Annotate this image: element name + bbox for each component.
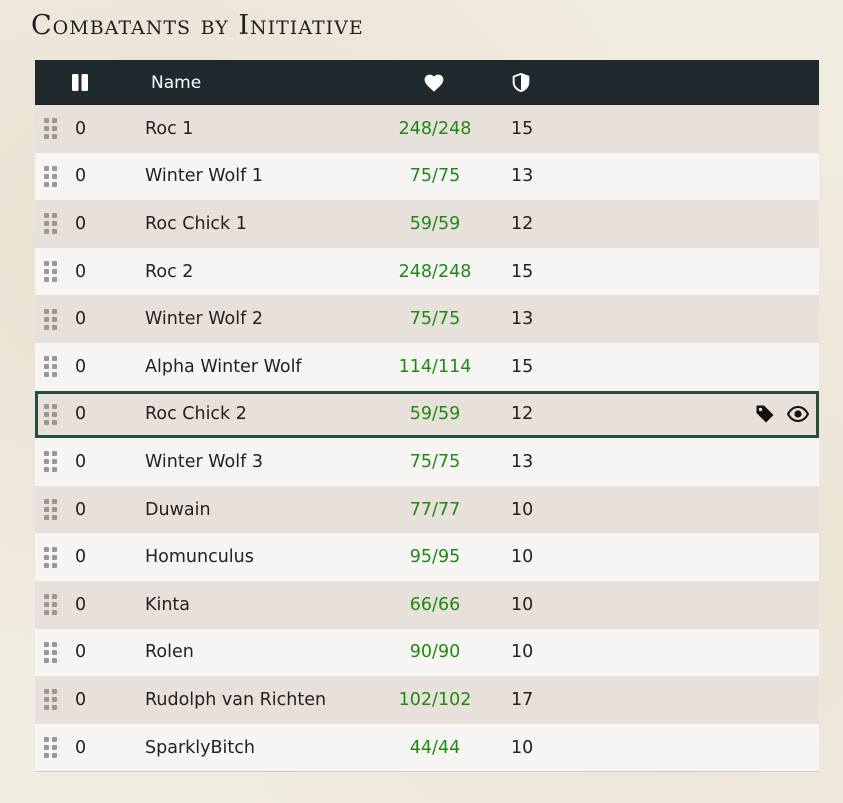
table-row[interactable]: 0 Rolen 90/90 10 (35, 628, 819, 677)
armor-class: 15 (511, 118, 534, 139)
initiative-value[interactable]: 0 (75, 404, 87, 425)
pause-icon[interactable] (71, 60, 89, 105)
combatant-name: Roc Chick 2 (145, 404, 247, 425)
combatant-list: 0 Roc 1 248/248 15 0 Winter Wolf 1 75/75… (35, 105, 819, 773)
drag-handle-icon[interactable] (43, 391, 57, 439)
hit-points[interactable]: 59/59 (409, 213, 461, 234)
hit-points[interactable]: 75/75 (409, 309, 461, 330)
combatant-name: Duwain (145, 499, 211, 520)
hit-points[interactable]: 75/75 (409, 166, 461, 187)
combatant-name: Winter Wolf 1 (145, 166, 263, 187)
combatant-name: Roc Chick 1 (145, 213, 247, 234)
hit-points[interactable]: 95/95 (409, 547, 461, 568)
combatant-name: Roc 2 (145, 261, 194, 282)
heart-icon[interactable] (424, 60, 444, 105)
table-row[interactable]: 0 SparklyBitch 44/44 10 (35, 723, 819, 772)
hit-points[interactable]: 248/248 (398, 118, 472, 139)
armor-class: 10 (511, 547, 534, 568)
combatant-name: Winter Wolf 2 (145, 309, 263, 330)
drag-handle-icon[interactable] (43, 295, 57, 343)
name-column-header[interactable]: Name (151, 72, 202, 93)
armor-class: 13 (511, 451, 534, 472)
initiative-value[interactable]: 0 (75, 737, 87, 758)
combatant-name: Homunculus (145, 547, 254, 568)
armor-class: 13 (511, 166, 534, 187)
initiative-value[interactable]: 0 (75, 261, 87, 282)
table-row[interactable]: 0 Kinta 66/66 10 (35, 580, 819, 629)
table-row[interactable]: 0 Alpha Winter Wolf 114/114 15 (35, 342, 819, 391)
hit-points[interactable]: 77/77 (409, 499, 461, 520)
initiative-value[interactable]: 0 (75, 451, 87, 472)
hit-points[interactable]: 66/66 (409, 594, 461, 615)
drag-handle-icon[interactable] (43, 105, 57, 153)
drag-handle-icon[interactable] (43, 724, 57, 772)
drag-handle-icon[interactable] (43, 200, 57, 248)
tag-icon[interactable] (755, 404, 775, 424)
table-row[interactable]: 0 Winter Wolf 2 75/75 13 (35, 295, 819, 343)
table-row[interactable]: 0 Winter Wolf 3 75/75 13 (35, 438, 819, 486)
initiative-value[interactable]: 0 (75, 213, 87, 234)
drag-handle-icon[interactable] (43, 629, 57, 677)
table-row[interactable]: 0 Rudolph van Richten 102/102 17 (35, 676, 819, 724)
shield-icon[interactable] (511, 60, 531, 105)
drag-handle-icon[interactable] (43, 676, 57, 724)
hit-points[interactable]: 102/102 (398, 689, 472, 710)
drag-handle-icon[interactable] (43, 486, 57, 534)
armor-class: 13 (511, 309, 534, 330)
page-title: Combatants by Initiative (31, 10, 364, 41)
table-row[interactable]: 0 Homunculus 95/95 10 (35, 533, 819, 581)
drag-handle-icon[interactable] (43, 153, 57, 201)
initiative-value[interactable]: 0 (75, 309, 87, 330)
table-row[interactable]: 0 Duwain 77/77 10 (35, 485, 819, 534)
hit-points[interactable]: 75/75 (409, 451, 461, 472)
drag-handle-icon[interactable] (43, 438, 57, 486)
armor-class: 15 (511, 261, 534, 282)
initiative-value[interactable]: 0 (75, 594, 87, 615)
armor-class: 10 (511, 737, 534, 758)
hit-points[interactable]: 248/248 (398, 261, 472, 282)
initiative-value[interactable]: 0 (75, 689, 87, 710)
armor-class: 10 (511, 594, 534, 615)
armor-class: 12 (511, 213, 534, 234)
armor-class: 12 (511, 404, 534, 425)
table-header: Name (35, 60, 819, 105)
hit-points[interactable]: 114/114 (398, 356, 472, 377)
armor-class: 10 (511, 499, 534, 520)
combatant-name: SparklyBitch (145, 737, 255, 758)
combatant-name: Kinta (145, 594, 191, 615)
armor-class: 15 (511, 356, 534, 377)
eye-icon[interactable] (787, 406, 809, 423)
armor-class: 17 (511, 689, 534, 710)
combatant-name: Winter Wolf 3 (145, 451, 263, 472)
armor-class: 10 (511, 642, 534, 663)
initiative-value[interactable]: 0 (75, 118, 87, 139)
initiative-value[interactable]: 0 (75, 499, 87, 520)
drag-handle-icon[interactable] (43, 248, 57, 296)
initiative-value[interactable]: 0 (75, 166, 87, 187)
hit-points[interactable]: 44/44 (409, 737, 461, 758)
table-row[interactable]: 0 Roc 1 248/248 15 (35, 105, 819, 153)
initiative-value[interactable]: 0 (75, 356, 87, 377)
table-row[interactable]: 0 Roc Chick 1 59/59 12 (35, 200, 819, 248)
combatant-name: Alpha Winter Wolf (145, 356, 302, 377)
initiative-value[interactable]: 0 (75, 642, 87, 663)
row-actions (755, 391, 809, 439)
drag-handle-icon[interactable] (43, 343, 57, 391)
combatant-table: Name 0 Roc 1 248/248 15 0 Winter Wolf 1 … (35, 60, 819, 773)
combatant-name: Rolen (145, 642, 194, 663)
hit-points[interactable]: 90/90 (409, 642, 461, 663)
hit-points[interactable]: 59/59 (409, 404, 461, 425)
drag-handle-icon[interactable] (43, 533, 57, 581)
table-row[interactable]: 0 Winter Wolf 1 75/75 13 (35, 152, 819, 201)
combatant-name: Roc 1 (145, 118, 194, 139)
drag-handle-icon[interactable] (43, 581, 57, 629)
initiative-value[interactable]: 0 (75, 547, 87, 568)
table-row[interactable]: 0 Roc 2 248/248 15 (35, 247, 819, 296)
table-row-selected[interactable]: 0 Roc Chick 2 59/59 12 (35, 390, 819, 439)
combatant-name: Rudolph van Richten (145, 689, 327, 710)
